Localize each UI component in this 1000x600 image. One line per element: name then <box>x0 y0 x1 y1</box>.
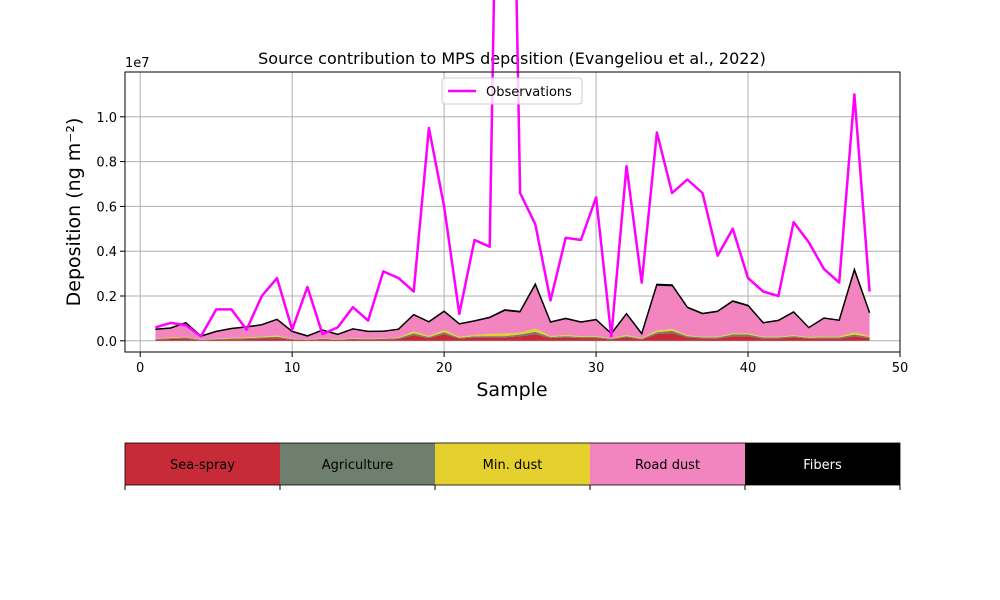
stacked-areas <box>155 267 871 341</box>
total-line <box>155 267 871 337</box>
y-axis-label: Deposition (ng m⁻²) <box>63 118 85 307</box>
y-tick-label: 1.0 <box>96 111 117 126</box>
area-road-dust <box>155 271 870 340</box>
observations-series <box>155 0 871 338</box>
colorbar-label-min-dust: Min. dust <box>483 458 543 473</box>
observations-line <box>155 0 871 338</box>
colorbar-label-agriculture: Agriculture <box>322 458 394 473</box>
colorbar-cell-min-dust <box>435 443 590 485</box>
colorbar-label-fibers: Fibers <box>803 458 842 473</box>
area-min-dust <box>155 328 870 340</box>
colorbar-cell-agriculture <box>280 443 435 485</box>
legend: Observations <box>441 77 583 105</box>
y-tick-label: 0.8 <box>96 156 117 171</box>
area-agriculture <box>155 330 870 341</box>
colorbar-label-sea-spray: Sea-spray <box>170 458 235 473</box>
colorbar-frame <box>124 442 901 486</box>
y-tick-label: 0.6 <box>96 200 117 215</box>
colorbar-label-road-dust: Road dust <box>635 458 700 473</box>
colorbar-cell-road-dust <box>590 443 745 485</box>
colorbar-cell-fibers <box>745 443 900 485</box>
x-ticks: 0 10 20 30 40 50 <box>136 352 908 376</box>
colorbar-cell-sea-spray <box>125 443 280 485</box>
x-tick-label: 30 <box>588 361 605 376</box>
legend-observations-label: Observations <box>486 85 572 100</box>
x-tick-label: 0 <box>136 361 144 376</box>
x-tick-label: 20 <box>436 361 453 376</box>
legend-box <box>441 77 583 105</box>
chart-title: Source contribution to MPS deposition (E… <box>258 49 766 68</box>
y-tick-label: 0.2 <box>96 290 117 305</box>
x-tick-label: 50 <box>892 361 909 376</box>
x-tick-label: 10 <box>284 361 301 376</box>
y-scale-label: 1e7 <box>125 56 150 71</box>
source-colorbar: Sea-spray Agriculture Min. dust Road dust Fi… <box>124 442 901 490</box>
y-tick-label: 0.4 <box>96 245 117 260</box>
plot-frame <box>124 71 901 353</box>
area-sea-spray <box>155 333 870 341</box>
x-axis-label: Sample <box>476 379 547 401</box>
y-tick-label: 0.0 <box>96 335 117 350</box>
x-tick-label: 40 <box>740 361 757 376</box>
y-ticks: 0.0 0.2 0.4 0.6 0.8 1.0 <box>96 111 125 350</box>
